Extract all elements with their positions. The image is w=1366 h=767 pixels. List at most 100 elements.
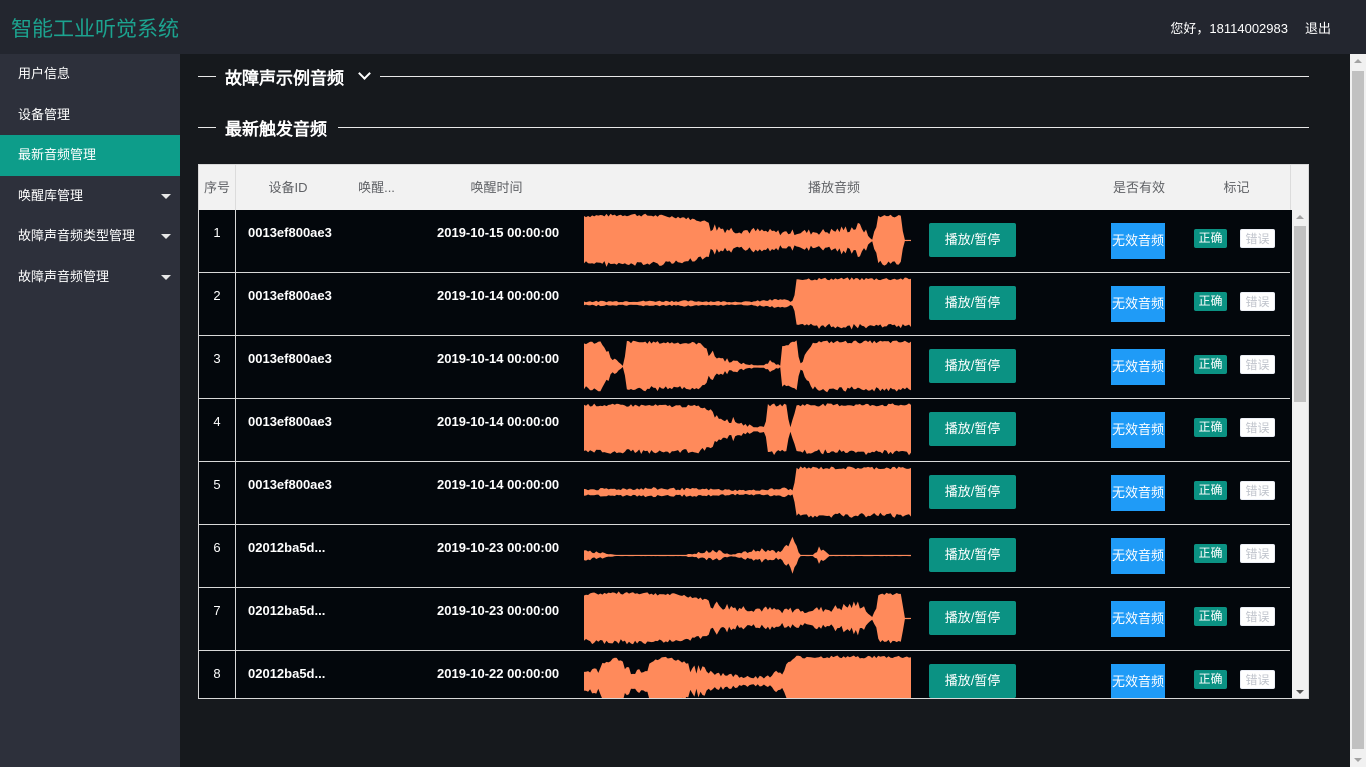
- invalid-audio-button[interactable]: 无效音频: [1111, 412, 1165, 448]
- section-latest-audio: 最新触发音频: [198, 115, 1309, 139]
- mark-wrong-button[interactable]: 错误: [1240, 607, 1275, 626]
- column-divider: [235, 462, 236, 524]
- invalid-audio-button[interactable]: 无效音频: [1111, 664, 1165, 698]
- sidebar-item-user-info[interactable]: 用户信息: [0, 54, 180, 95]
- mark-correct-button[interactable]: 正确: [1194, 229, 1227, 248]
- mark-correct-button[interactable]: 正确: [1194, 355, 1227, 374]
- play-pause-button[interactable]: 播放/暂停: [929, 286, 1016, 320]
- row-index: 4: [213, 414, 221, 429]
- mark-wrong-button[interactable]: 错误: [1240, 355, 1275, 374]
- column-divider: [235, 273, 236, 335]
- mark-correct-button[interactable]: 正确: [1194, 292, 1227, 311]
- column-divider: [235, 651, 236, 698]
- mark-wrong-button[interactable]: 错误: [1240, 481, 1275, 500]
- play-pause-button[interactable]: 播放/暂停: [929, 664, 1016, 698]
- column-divider: [235, 336, 236, 398]
- invalid-audio-button[interactable]: 无效音频: [1111, 601, 1165, 637]
- waveform-shape: [584, 340, 911, 393]
- mark-correct-button[interactable]: 正确: [1194, 607, 1227, 626]
- audio-waveform[interactable]: [584, 527, 911, 584]
- row-index: 5: [213, 477, 221, 492]
- play-pause-button[interactable]: 播放/暂停: [929, 538, 1016, 572]
- wake-time: 2019-10-22 00:00:00: [437, 666, 560, 681]
- mark-correct-button[interactable]: 正确: [1194, 670, 1227, 689]
- mark-correct-button[interactable]: 正确: [1194, 481, 1227, 500]
- device-id: 0013ef800ae3: [248, 477, 332, 492]
- logout-link[interactable]: 退出: [1304, 21, 1331, 36]
- audio-waveform[interactable]: [584, 401, 911, 458]
- scrollbar-thumb[interactable]: [1294, 226, 1306, 402]
- audio-waveform[interactable]: [584, 275, 911, 332]
- chevron-down-icon[interactable]: [358, 67, 371, 80]
- table-row: 7 02012ba5d... 2019-10-23 00:00:00 播放/暂停 无效音…: [199, 588, 1290, 651]
- play-pause-button[interactable]: 播放/暂停: [929, 223, 1016, 257]
- play-pause-button[interactable]: 播放/暂停: [929, 601, 1016, 635]
- row-index: 7: [213, 603, 221, 618]
- sidebar-item-wake-library[interactable]: 唤醒库管理: [0, 176, 180, 217]
- audio-waveform[interactable]: [584, 590, 911, 647]
- play-pause-button[interactable]: 播放/暂停: [929, 412, 1016, 446]
- mark-wrong-button[interactable]: 错误: [1240, 544, 1275, 563]
- row-index: 2: [213, 288, 221, 303]
- column-divider: [235, 165, 236, 210]
- scroll-up-arrow-icon[interactable]: [1354, 59, 1362, 63]
- column-divider: [235, 588, 236, 650]
- wake-time: 2019-10-14 00:00:00: [437, 351, 560, 366]
- device-id: 02012ba5d...: [248, 603, 326, 618]
- divider: [198, 126, 216, 128]
- table-header: 序号 设备ID 唤醒... 唤醒时间 播放音频 是否有效 标记: [199, 165, 1290, 210]
- sidebar-item-label: 故障声音频类型管理: [18, 228, 136, 243]
- column-header-wake: 唤醒...: [358, 180, 395, 195]
- section-fault-samples[interactable]: 故障声示例音频: [198, 64, 1309, 88]
- mark-wrong-button[interactable]: 错误: [1240, 670, 1275, 689]
- table-scrollbar[interactable]: [1292, 210, 1308, 698]
- device-id: 0013ef800ae3: [248, 351, 332, 366]
- sidebar-item-latest-audio[interactable]: 最新音频管理: [0, 135, 180, 176]
- mark-wrong-button[interactable]: 错误: [1240, 292, 1275, 311]
- invalid-audio-button[interactable]: 无效音频: [1111, 538, 1165, 574]
- divider: [338, 126, 1309, 128]
- waveform-shape: [584, 655, 911, 698]
- divider: [198, 75, 216, 77]
- audio-waveform[interactable]: [584, 212, 911, 269]
- mark-correct-button[interactable]: 正确: [1194, 418, 1227, 437]
- device-id: 02012ba5d...: [248, 540, 326, 555]
- wake-time: 2019-10-15 00:00:00: [437, 225, 560, 240]
- audio-waveform[interactable]: [584, 338, 911, 395]
- table-row: 8 02012ba5d... 2019-10-22 00:00:00 播放/暂停 无效音…: [199, 651, 1290, 699]
- device-id: 0013ef800ae3: [248, 288, 332, 303]
- invalid-audio-button[interactable]: 无效音频: [1111, 349, 1165, 385]
- app-title: 智能工业听觉系统: [11, 18, 179, 41]
- column-header-device-id: 设备ID: [268, 180, 308, 195]
- table-row: 5 0013ef800ae3 2019-10-14 00:00:00 播放/暂停 无效音…: [199, 462, 1290, 525]
- column-divider: [235, 210, 236, 272]
- row-index: 6: [213, 540, 221, 555]
- column-header-index: 序号: [203, 180, 230, 195]
- play-pause-button[interactable]: 播放/暂停: [929, 475, 1016, 509]
- mark-wrong-button[interactable]: 错误: [1240, 418, 1275, 437]
- wake-time: 2019-10-14 00:00:00: [437, 477, 560, 492]
- audio-waveform[interactable]: [584, 653, 911, 699]
- sidebar-item-device-management[interactable]: 设备管理: [0, 95, 180, 136]
- section-title: 最新触发音频: [225, 119, 327, 139]
- sidebar-item-fault-audio[interactable]: 故障声音频管理: [0, 257, 180, 298]
- caret-down-icon: [161, 274, 171, 280]
- mark-wrong-button[interactable]: 错误: [1240, 229, 1275, 248]
- audio-waveform[interactable]: [584, 464, 911, 521]
- page-scrollbar[interactable]: [1350, 54, 1366, 767]
- waveform-shape: [584, 403, 911, 456]
- scroll-down-arrow-icon[interactable]: [1296, 690, 1304, 694]
- invalid-audio-button[interactable]: 无效音频: [1111, 475, 1165, 511]
- sidebar-item-label: 用户信息: [18, 66, 71, 81]
- sidebar-item-fault-audio-types[interactable]: 故障声音频类型管理: [0, 216, 180, 257]
- scrollbar-thumb[interactable]: [1352, 71, 1364, 749]
- column-header-play-audio: 播放音频: [807, 180, 860, 195]
- scroll-down-arrow-icon[interactable]: [1354, 758, 1362, 762]
- mark-correct-button[interactable]: 正确: [1194, 544, 1227, 563]
- scroll-up-arrow-icon[interactable]: [1296, 215, 1304, 219]
- wake-time: 2019-10-14 00:00:00: [437, 414, 560, 429]
- wake-time: 2019-10-23 00:00:00: [437, 603, 560, 618]
- invalid-audio-button[interactable]: 无效音频: [1111, 223, 1165, 259]
- play-pause-button[interactable]: 播放/暂停: [929, 349, 1016, 383]
- invalid-audio-button[interactable]: 无效音频: [1111, 286, 1165, 322]
